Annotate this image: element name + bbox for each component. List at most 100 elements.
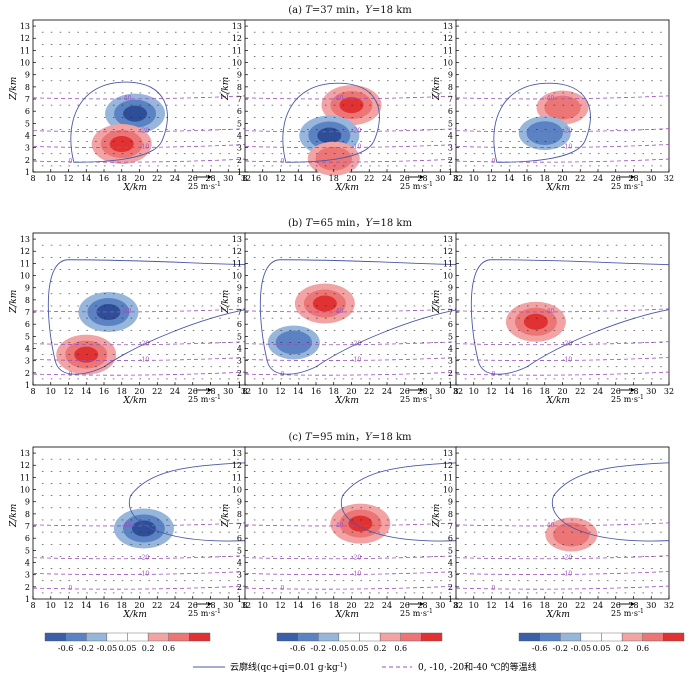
colorbar-swatch [379,632,401,642]
y-axis-label: Z/km [221,504,231,528]
colorbar-1: -0.6 -0.2 -0.05 0.05 0.2 0.6 [44,632,211,653]
y-tick-label: 4 [448,559,453,568]
x-tick-label: 18 [540,601,550,610]
isotherm-line [455,585,670,590]
x-tick-label: 18 [117,174,127,183]
colorbar-swatch [318,632,340,642]
x-tick-label: 14 [81,174,91,183]
y-tick-label: 12 [20,461,30,470]
colorbar-tick: -0.6 [532,644,547,653]
cloud-outline [128,462,247,542]
y-tick-label: 5 [448,332,453,341]
isotherm-line [32,144,247,148]
colorbar-swatch [338,632,360,642]
x-tick-label: 18 [540,387,550,396]
x-tick-label: 8 [453,387,458,396]
y-tick-label: 4 [448,132,453,141]
shaded-cell-negative [317,127,342,144]
colorbar-tick: 0.6 [636,644,649,653]
y-tick-label: 3 [448,357,453,366]
isotherm-line [455,144,670,148]
y-axis-label: Z/km [221,77,231,101]
x-tick-label: 10 [46,387,56,396]
colorbar-swatch [44,632,66,642]
colorbar-tick: -0.05 [329,644,350,653]
y-tick-label: 4 [237,559,242,568]
x-tick-label: 24 [382,601,392,610]
y-tick-label: 11 [20,46,30,55]
y-value: =18 km [372,218,412,229]
colorbar-swatch [86,632,108,642]
y-tick-label: 2 [25,156,30,165]
y-tick-label: 8 [448,296,453,305]
x-tick-label: 30 [435,601,445,610]
shaded-cell-positive [523,313,548,330]
x-tick-label: 16 [522,601,532,610]
x-tick-label: 32 [453,174,463,183]
y-tick-label: 6 [25,107,30,116]
y-tick-label: 11 [443,259,453,268]
cloud-outline [340,462,459,542]
y-tick-label: 2 [448,369,453,378]
isotherm-line [32,585,247,590]
colorbar-tick: -0.6 [58,644,73,653]
row-label: (c) [288,432,302,443]
colorbar-swatch [127,632,149,642]
isotherm-line [455,341,670,346]
time-symbol: T [305,218,313,229]
y-tick-label: 13 [232,449,242,458]
time-value: =37 min， [311,5,366,16]
y-tick-label: 13 [443,449,453,458]
colorbar-swatch [601,632,623,642]
isotherm-line [32,95,247,100]
y-tick-label: 2 [448,583,453,592]
colorbar-tick: -0.2 [311,644,326,653]
wind-ref-label: 25 m·s-1 [611,181,644,191]
y-tick-label: 2 [448,156,453,165]
shaded-cell-positive [109,136,134,153]
x-tick-label: 22 [575,387,585,396]
y-tick-label: 6 [25,320,30,329]
x-tick-label: 22 [575,174,585,183]
y-tick-label: 5 [237,332,242,341]
y-tick-label: 13 [232,22,242,31]
y-axis-label: Z/km [9,290,19,314]
shaded-cell-negative [96,304,121,321]
x-tick-label: 22 [152,387,162,396]
colorbar-2: -0.6 -0.2 -0.05 0.05 0.2 0.6 [276,632,443,653]
x-tick-label: 8 [30,601,35,610]
x-tick-label: 10 [258,387,268,396]
y-tick-label: 10 [443,272,453,281]
colorbar-swatch [580,632,602,642]
isotherm-line [32,357,247,361]
colorbar-swatch [147,632,169,642]
y-tick-label: 11 [443,46,453,55]
isotherm-label: -10 [352,143,362,150]
y-tick-label: 11 [232,259,242,268]
y-tick-label: 6 [448,534,453,543]
isotherm-label: -40 [545,308,555,315]
isotherm-label: -20 [140,555,150,562]
y-tick-label: 4 [237,132,242,141]
colorbar-3: -0.6 -0.2 -0.05 0.05 0.2 0.6 [518,632,685,653]
y-tick-label: 11 [232,473,242,482]
cloud-outline [470,259,670,375]
y-tick-label: 6 [237,107,242,116]
colorbar-swatch [642,632,664,642]
x-tick-label: 30 [646,601,656,610]
colorbar-swatch [106,632,128,642]
x-tick-label: 8 [30,387,35,396]
time-value: =95 min， [311,432,366,443]
panel-c-2: 0-10-20-408 10 12 14 16 18 20 22 24 26 28 30 3212345… [221,446,463,620]
x-tick-label: 20 [557,174,567,183]
y-axis-label: Z/km [432,290,442,314]
isotherm-label: 0 [69,585,73,592]
x-axis-label: X/km [335,610,359,620]
colorbar-tick: -0.05 [97,644,118,653]
y-tick-label: 2 [25,583,30,592]
y-tick-label: 4 [25,132,30,141]
x-tick-label: 18 [329,387,339,396]
x-tick-label: 18 [329,174,339,183]
isotherm-label: -10 [352,356,362,363]
x-tick-label: 18 [329,601,339,610]
